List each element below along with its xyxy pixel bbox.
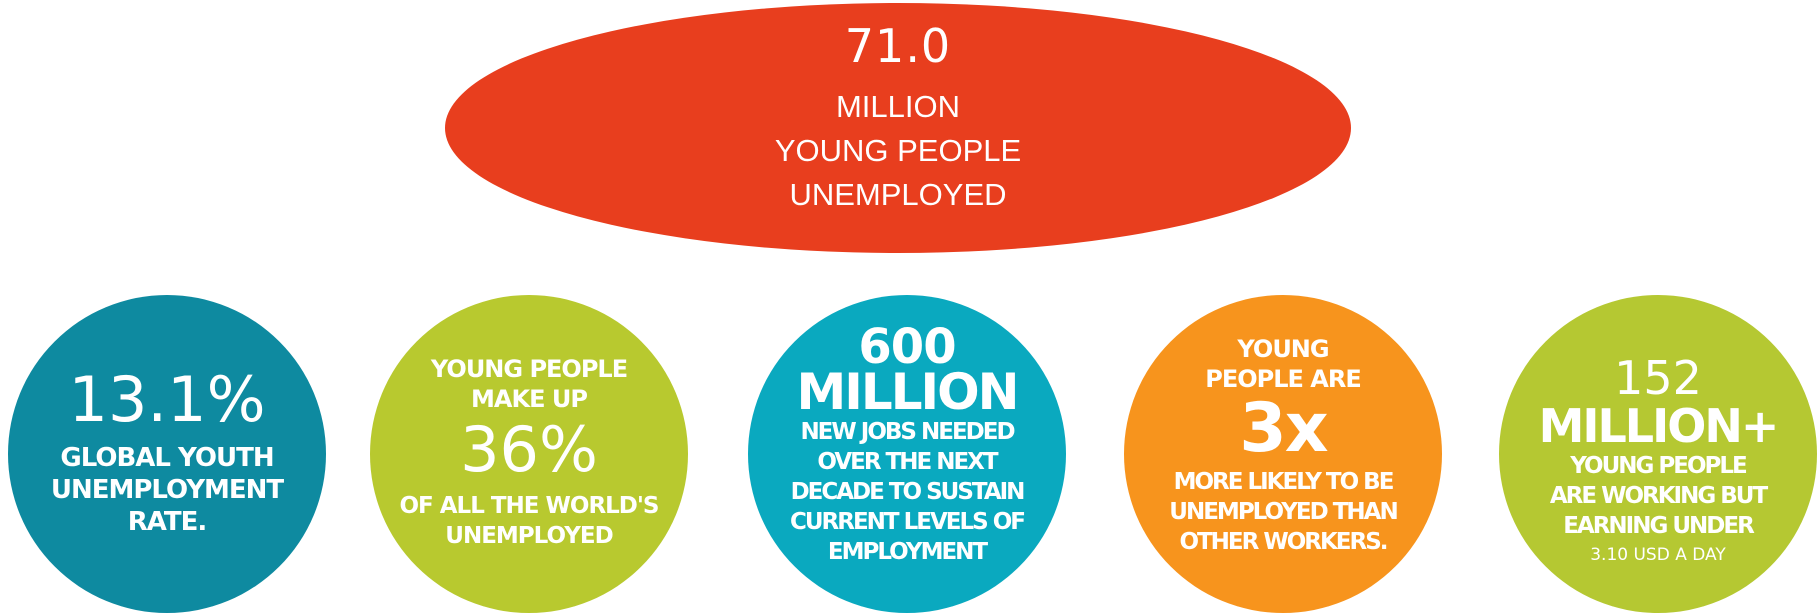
stat-unit: MILLION+ [1538,399,1780,453]
stat-line: OVER THE NEXT [817,449,998,475]
headline-line-3: UNEMPLOYED [789,177,1007,212]
stat-value: 36% [460,413,598,486]
stat-line: CURRENT LEVELS OF [789,509,1026,535]
stat-line: 3.10 USD A DAY [1590,545,1726,565]
headline-line-1: MILLION [835,89,961,124]
stat-line: OTHER WORKERS. [1179,529,1388,555]
stat-circle-share-of-unemployed: YOUNG PEOPLE MAKE UP 36% OF ALL THE WORL… [370,295,688,613]
stat-value: 600 [858,319,956,375]
stat-line: UNEMPLOYED THAN [1169,499,1398,525]
stat-line: NEW JOBS NEEDED [800,419,1015,445]
stat-line: ARE WORKING BUT [1549,483,1768,509]
stat-line: EARNING UNDER [1563,513,1755,539]
stat-line: OF ALL THE WORLD'S [399,493,659,519]
stat-line: DECADE TO SUSTAIN [790,479,1026,505]
stat-line: YOUNG [1237,335,1329,363]
headline-ellipse: 71.0 MILLION YOUNG PEOPLE UNEMPLOYED [445,3,1351,253]
stat-line: YOUNG PEOPLE [430,355,628,383]
stat-line: UNEMPLOYMENT [50,475,284,505]
stat-unit: MILLION [796,363,1019,421]
stat-line: GLOBAL YOUTH [60,443,274,473]
stat-line: UNEMPLOYED [445,523,613,549]
stat-line: YOUNG PEOPLE [1570,453,1748,479]
stat-line: EMPLOYMENT [827,539,988,565]
stat-line: RATE. [127,507,208,537]
stat-circle-working-poor: 152 MILLION+ YOUNG PEOPLE ARE WORKING BU… [1499,295,1817,613]
stat-line: MORE LIKELY TO BE [1173,469,1395,495]
stat-line: MAKE UP [471,385,588,413]
stat-value: 152 [1614,351,1702,405]
stat-circle-likelihood-unemployed: YOUNG PEOPLE ARE 3x MORE LIKELY TO BE UN… [1124,295,1442,613]
stat-value: 3x [1239,389,1328,468]
stat-line: PEOPLE ARE [1205,365,1361,393]
headline-line-2: YOUNG PEOPLE [774,133,1022,168]
stat-value: 13.1% [68,363,266,436]
headline-number: 71.0 [844,19,952,73]
stat-circle-youth-unemployment-rate: 13.1% GLOBAL YOUTH UNEMPLOYMENT RATE. [8,295,326,613]
stat-circle-jobs-needed: 600 MILLION NEW JOBS NEEDED OVER THE NEX… [748,295,1066,613]
